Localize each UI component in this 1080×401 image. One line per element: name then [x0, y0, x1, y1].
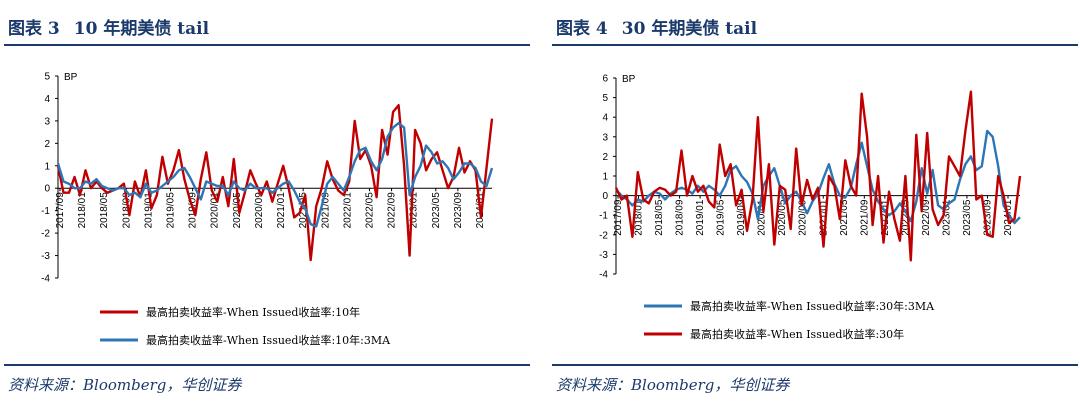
x-tick-label: 2018/01: [77, 192, 88, 229]
series-line: [614, 90, 1022, 262]
y-tick-label: 6: [602, 74, 608, 85]
x-tick-label: 2019/01: [143, 192, 154, 229]
y-tick-label: 4: [602, 113, 608, 124]
y-tick-label: 2: [602, 152, 608, 163]
x-tick-label: 2018/09: [675, 199, 686, 236]
x-tick-label: 2022/09: [387, 192, 398, 229]
title-rule: [552, 44, 1078, 46]
x-tick-label: 2021/05: [298, 192, 309, 229]
x-tick-label: 2020/09: [254, 192, 265, 229]
x-tick-label: 2021/09: [859, 199, 870, 236]
x-tick-label: 2018/09: [121, 192, 132, 229]
y-tick-label: -2: [41, 229, 50, 240]
legend-label: 最高拍卖收益率-When Issued收益率:10年:3MA: [146, 333, 391, 347]
y-tick-label: 4: [44, 94, 50, 105]
x-tick-label: 2023/09: [453, 192, 464, 229]
y-tick-label: 3: [44, 116, 50, 127]
x-tick-label: 2022/05: [364, 192, 375, 229]
legend-label: 最高拍卖收益率-When Issued收益率:30年:3MA: [690, 299, 935, 313]
y-axis-label: BP: [64, 72, 78, 83]
y-tick-label: 5: [44, 72, 50, 83]
x-tick-label: 2021/09: [320, 192, 331, 229]
y-tick-label: 2: [44, 139, 50, 150]
x-tick-label: 2022/01: [342, 192, 353, 229]
figure-number: 图表 4: [556, 19, 608, 39]
x-tick-label: 2023/09: [982, 199, 993, 236]
x-tick-label: 2017/09: [613, 199, 624, 236]
x-tick-label: 2018/05: [99, 192, 110, 229]
x-tick-label: 2019/09: [736, 199, 747, 236]
y-tick-label: -4: [41, 274, 50, 285]
y-tick-label: -1: [41, 206, 50, 217]
x-tick-label: 2023/05: [962, 199, 973, 236]
legend-label: 最高拍卖收益率-When Issued收益率:30年: [690, 327, 904, 341]
chart-panel-30y: 图表 4 30 年期美债 tail -4 -3 -2 -1 0 1 2 3 4 5 6 BP 2017/0…: [548, 0, 1078, 401]
x-tick-label: 2019/05: [716, 199, 727, 236]
x-tick-label: 2019/05: [166, 192, 177, 229]
y-tick-label: -2: [599, 230, 608, 241]
x-tick-label: 2020/05: [232, 192, 243, 229]
legend-label: 最高拍卖收益率-When Issued收益率:10年: [146, 305, 360, 319]
y-tick-label: -1: [599, 211, 608, 222]
y-tick-label: 3: [602, 132, 608, 143]
x-tick-label: 2020/01: [210, 192, 221, 229]
series-line: [56, 121, 494, 228]
x-tick-label: 2023/01: [409, 192, 420, 229]
x-tick-label: 2022/05: [900, 199, 911, 236]
source-note: 资料来源：Bloomberg，华创证券: [8, 376, 242, 394]
line-chart-10y: -4 -3 -2 -1 0 1 2 3 4 5 BP 2017/09 2018/01 2018/05 201…: [41, 72, 494, 347]
y-tick-label: 5: [602, 93, 608, 104]
x-tick-label: 2020/09: [798, 199, 809, 236]
line-chart-30y: -4 -3 -2 -1 0 1 2 3 4 5 6 BP 2017/09 2018/01 2018/05 20…: [599, 74, 1022, 341]
figure-title: 图表 4 30 年期美债 tail: [556, 14, 771, 39]
x-tick-label: 2017/09: [55, 192, 66, 229]
x-tick-label: 2021/01: [276, 192, 287, 229]
x-tick-label: 2021/05: [839, 199, 850, 236]
series-line: [56, 104, 494, 262]
x-tick-label: 2020/01: [757, 199, 768, 236]
x-tick-label: 2023/05: [431, 192, 442, 229]
y-tick-label: -3: [41, 251, 50, 262]
x-tick-label: 2020/05: [777, 199, 788, 236]
y-tick-label: -4: [599, 270, 608, 281]
x-tick-label: 2023/01: [941, 199, 952, 236]
y-tick-label: -3: [599, 250, 608, 261]
source-note: 资料来源：Bloomberg，华创证券: [556, 376, 790, 394]
y-tick-label: 1: [44, 161, 50, 172]
source-rule: [4, 364, 530, 366]
x-tick-label: 2019/01: [695, 199, 706, 236]
y-tick-label: 0: [602, 191, 608, 202]
x-tick-label: 2021/01: [818, 199, 829, 236]
source-rule: [552, 364, 1078, 366]
y-axis-label: BP: [622, 74, 636, 85]
x-tick-label: 2018/05: [654, 199, 665, 236]
figure-caption: 30 年期美债 tail: [621, 19, 758, 39]
figure-caption: 10 年期美债 tail: [73, 19, 210, 39]
figure-title: 图表 3 10 年期美债 tail: [8, 14, 223, 39]
chart-panel-10y: 图表 3 10 年期美债 tail -4 -3 -2 -1 0 1 2 3 4 5 BP 2017/09…: [0, 0, 530, 401]
y-tick-label: 0: [44, 184, 50, 195]
y-tick-label: 1: [602, 172, 608, 183]
figure-number: 图表 3: [8, 19, 60, 39]
x-tick-label: 2022/09: [921, 199, 932, 236]
title-rule: [4, 44, 530, 46]
x-tick-label: 2018/01: [634, 199, 645, 236]
